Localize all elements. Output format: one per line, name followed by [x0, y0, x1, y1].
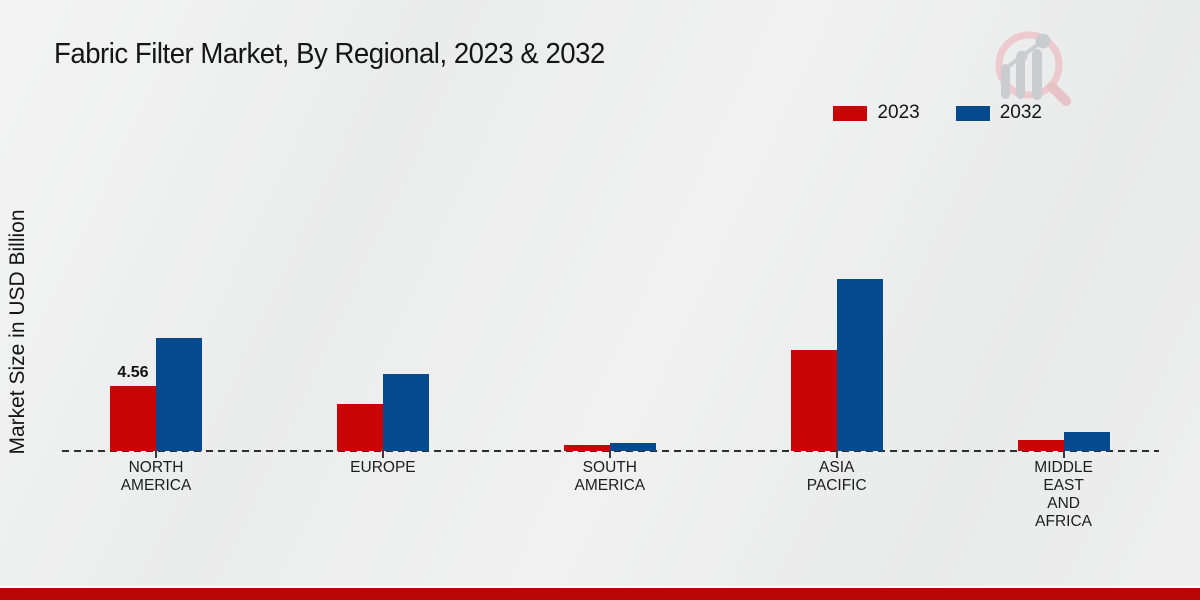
- market-research-magnifier-logo: [995, 31, 1071, 106]
- category-label-middle-east-and-africa: MIDDLE EAST AND AFRICA: [1034, 459, 1093, 530]
- legend-swatch-2032: [955, 105, 990, 121]
- x-axis-tick-south-america: [608, 451, 611, 458]
- bar-2032-middle-east-and-africa: [1063, 432, 1110, 451]
- bar-2032-north-america: [156, 338, 202, 451]
- x-axis-tick-middle-east-and-africa: [1062, 451, 1065, 458]
- legend: 2023 2032: [833, 102, 1042, 124]
- category-label-north-america: NORTH AMERICA: [120, 459, 192, 494]
- category-label-south-america: SOUTH AMERICA: [574, 459, 646, 494]
- legend-swatch-2023: [833, 105, 868, 121]
- bar-2032-europe: [382, 374, 429, 451]
- legend-label-2032: 2032: [999, 102, 1042, 123]
- x-axis-tick-europe: [381, 451, 384, 458]
- category-label-asia-pacific: ASIA PACIFIC: [806, 459, 867, 494]
- bar-value-label-2023: 4.56: [117, 364, 149, 381]
- bar-2023-north-america: [110, 386, 156, 451]
- footer-separator: [0, 586, 1200, 588]
- bar-2032-asia-pacific: [836, 279, 883, 451]
- bar-2023-asia-pacific: [790, 350, 837, 451]
- x-axis-tick-asia-pacific: [835, 451, 838, 458]
- footer-red-bar: [0, 588, 1200, 600]
- bar-2032-south-america: [609, 443, 656, 451]
- legend-item-2032: 2032: [955, 102, 1042, 124]
- bar-2023-middle-east-and-africa: [1017, 440, 1064, 451]
- chart-title: Fabric Filter Market, By Regional, 2023 …: [54, 38, 605, 70]
- x-axis-tick-north-america: [155, 451, 157, 458]
- legend-label-2023: 2023: [877, 102, 920, 123]
- bar-2023-south-america: [563, 445, 610, 451]
- category-label-europe: EUROPE: [350, 459, 416, 476]
- legend-item-2023: 2023: [833, 102, 920, 124]
- bar-2023-europe: [336, 404, 383, 451]
